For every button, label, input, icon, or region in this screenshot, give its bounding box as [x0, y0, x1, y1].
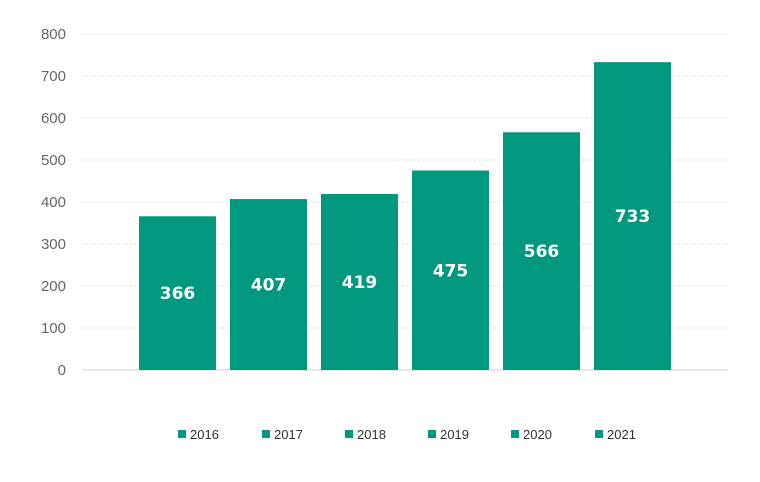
y-tick-label: 600	[41, 110, 66, 127]
bar-2021	[594, 62, 671, 370]
legend-swatch	[262, 430, 270, 438]
y-tick-label: 500	[41, 152, 66, 169]
legend: 2016 2017 2018 2019 2020 2021	[178, 427, 636, 442]
y-tick-label: 700	[41, 68, 66, 85]
y-tick-label: 200	[41, 278, 66, 295]
legend-label-2017: 2017	[274, 427, 303, 442]
legend-swatch	[178, 430, 186, 438]
bar-2018	[321, 194, 398, 370]
legend-swatch	[345, 430, 353, 438]
data-label-2021: 733	[615, 207, 651, 227]
legend-swatch	[595, 430, 603, 438]
bar-2016	[139, 216, 216, 370]
data-label-2018: 419	[342, 273, 378, 293]
bars	[139, 62, 671, 370]
y-tick-label: 100	[41, 320, 66, 337]
bar-2020	[503, 132, 580, 370]
data-label-2016: 366	[160, 284, 196, 304]
y-tick-label: 0	[58, 362, 66, 379]
legend-label-2020: 2020	[523, 427, 552, 442]
legend-swatch	[511, 430, 519, 438]
y-tick-label: 300	[41, 236, 66, 253]
legend-label-2019: 2019	[440, 427, 469, 442]
data-label-2019: 475	[433, 261, 469, 281]
y-axis: 0 100 200 300 400 500 600 700 800	[41, 26, 66, 379]
bar-2017	[230, 199, 307, 370]
legend-label-2021: 2021	[607, 427, 636, 442]
legend-label-2016: 2016	[190, 427, 219, 442]
legend-label-2018: 2018	[357, 427, 386, 442]
y-tick-label: 400	[41, 194, 66, 211]
legend-swatch	[428, 430, 436, 438]
bar-2019	[412, 170, 489, 370]
y-tick-label: 800	[41, 26, 66, 43]
data-label-2020: 566	[524, 242, 560, 262]
data-labels: 366 407 419 475 566 733	[160, 207, 651, 304]
data-label-2017: 407	[251, 276, 287, 296]
